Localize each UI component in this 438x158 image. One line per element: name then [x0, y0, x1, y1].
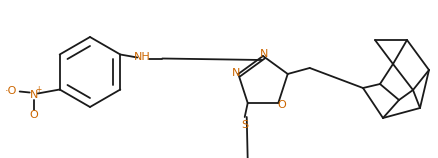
Text: N: N — [232, 68, 240, 78]
Text: +: + — [35, 85, 42, 94]
Text: N: N — [29, 89, 38, 100]
Text: ·O: ·O — [4, 86, 17, 97]
Text: O: O — [29, 110, 38, 121]
Text: S: S — [240, 120, 248, 130]
Text: O: O — [276, 100, 285, 110]
Text: N: N — [259, 49, 268, 59]
Text: NH: NH — [134, 52, 150, 63]
